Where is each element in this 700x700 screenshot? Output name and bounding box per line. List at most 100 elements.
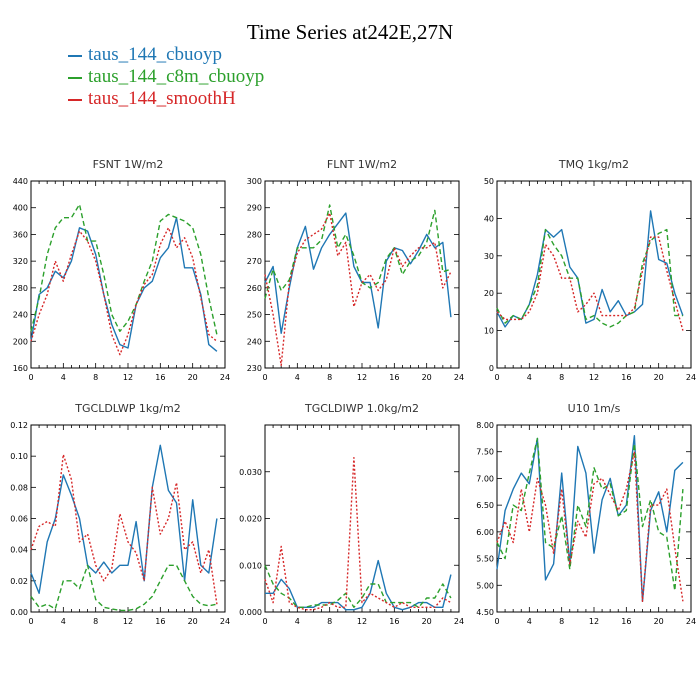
- plot-frame: [264, 424, 460, 613]
- y-tick-label: 160: [13, 364, 28, 373]
- x-tick-label: 24: [454, 373, 464, 382]
- y-tick-label: 260: [247, 284, 262, 293]
- y-tick-label: 0.12: [10, 421, 28, 430]
- series-line-taus_144_c8m_cbuoyp: [30, 564, 218, 612]
- x-tick-label: 12: [357, 373, 367, 382]
- x-tick-label: 20: [654, 373, 664, 382]
- legend-label: taus_144_c8m_cbuoyp: [88, 66, 265, 87]
- y-tick-label: 250: [247, 311, 262, 320]
- figure-title: Time Series at242E,27N: [246, 20, 454, 44]
- x-tick-label: 4: [527, 617, 532, 626]
- x-tick-label: 24: [454, 617, 464, 626]
- y-tick-label: 0.030: [239, 468, 262, 477]
- y-tick-label: 6.50: [476, 501, 494, 510]
- chart-panel-1: FLNT 1W/m2 0 4 8 12 16 20 24 230 240 250 260 270 280 2…: [247, 158, 464, 382]
- x-tick-label: 24: [686, 617, 696, 626]
- x-tick-label: 24: [686, 373, 696, 382]
- series-line-taus_144_c8m_cbuoyp: [264, 565, 452, 608]
- x-tick-label: 12: [123, 373, 133, 382]
- x-tick-label: 16: [389, 617, 399, 626]
- chart-title: U10 1m/s: [568, 402, 621, 415]
- x-tick-label: 4: [61, 373, 66, 382]
- y-tick-label: 40: [484, 214, 494, 223]
- x-tick-label: 0: [262, 617, 267, 626]
- series-line-taus_144_smoothH: [30, 453, 218, 605]
- x-tick-label: 24: [220, 373, 230, 382]
- legend-item-c8m: taus_144_c8m_cbuoyp: [68, 66, 264, 88]
- y-tick-label: 240: [13, 311, 28, 320]
- y-tick-label: 6.00: [476, 528, 494, 537]
- x-tick-label: 16: [621, 373, 631, 382]
- y-tick-label: 0.08: [10, 483, 28, 492]
- x-tick-label: 8: [559, 617, 564, 626]
- y-tick-label: 280: [247, 230, 262, 239]
- x-tick-label: 20: [422, 373, 432, 382]
- x-tick-label: 12: [589, 617, 599, 626]
- x-tick-label: 0: [28, 373, 33, 382]
- y-tick-label: 0.000: [239, 608, 262, 617]
- legend-swatch: [68, 54, 82, 57]
- y-tick-label: 8.00: [476, 421, 494, 430]
- series-line-taus_144_smoothH: [496, 236, 684, 331]
- plot-frame: [496, 180, 692, 369]
- chart-panel-0: FSNT 1W/m2 0 4 8 12 16 20 24 160 200 240 280 320 360 4…: [13, 158, 230, 382]
- x-tick-label: 4: [527, 373, 532, 382]
- plot-frame: [30, 424, 226, 613]
- y-tick-label: 440: [13, 177, 28, 186]
- series-line-taus_144_cbuoyp: [496, 210, 684, 328]
- y-tick-label: 240: [247, 337, 262, 346]
- legend-swatch: [68, 76, 82, 79]
- series-line-taus_144_cbuoyp: [265, 559, 452, 611]
- y-tick-label: 400: [13, 204, 28, 213]
- legend-item-cbuoyp: taus_144_cbuoyp: [68, 44, 264, 66]
- series-line-taus_144_c8m_cbuoyp: [496, 437, 684, 592]
- x-tick-label: 8: [559, 373, 564, 382]
- chart-title: FSNT 1W/m2: [93, 158, 164, 171]
- y-tick-label: 7.00: [476, 474, 494, 483]
- legend-label: taus_144_smoothH: [88, 88, 236, 109]
- y-tick-label: 270: [247, 257, 262, 266]
- series-line-taus_144_c8m_cbuoyp: [264, 204, 452, 299]
- y-tick-label: 10: [484, 327, 494, 336]
- chart-title: TGCLDIWP 1.0kg/m2: [304, 402, 419, 415]
- x-tick-label: 4: [61, 617, 66, 626]
- x-tick-label: 20: [188, 373, 198, 382]
- y-tick-label: 0.02: [10, 577, 28, 586]
- legend-label: taus_144_cbuoyp: [88, 44, 223, 65]
- y-tick-label: 0: [489, 364, 494, 373]
- series-line-taus_144_cbuoyp: [264, 212, 452, 334]
- x-tick-label: 0: [28, 617, 33, 626]
- series-line-taus_144_cbuoyp: [496, 435, 684, 602]
- y-tick-label: 30: [484, 252, 494, 261]
- x-tick-label: 20: [188, 617, 198, 626]
- x-tick-label: 16: [155, 373, 165, 382]
- chart-panel-3: TGCLDLWP 1kg/m2 0 4 8 12 16 20 24 0.00 0.02 0.04 0.…: [10, 402, 230, 626]
- y-tick-label: 0.010: [239, 561, 262, 570]
- x-tick-label: 12: [123, 617, 133, 626]
- y-tick-label: 200: [13, 337, 28, 346]
- y-tick-label: 50: [484, 177, 494, 186]
- y-tick-label: 0.10: [10, 452, 28, 461]
- y-tick-label: 0.00: [10, 608, 28, 617]
- x-tick-label: 20: [654, 617, 664, 626]
- series-line-taus_144_c8m_cbuoyp: [30, 203, 218, 335]
- x-tick-label: 24: [220, 617, 230, 626]
- x-tick-label: 8: [327, 617, 332, 626]
- y-tick-label: 280: [13, 284, 28, 293]
- chart-panel-5: U10 1m/s 0 4 8 12 16 20 24 4.50 5.00 5.50 6.00 6.50 7…: [476, 402, 696, 626]
- y-tick-label: 360: [13, 230, 28, 239]
- y-tick-label: 5.00: [476, 581, 494, 590]
- y-tick-label: 4.50: [476, 608, 494, 617]
- x-tick-label: 16: [389, 373, 399, 382]
- series-line-taus_144_smoothH: [264, 212, 452, 366]
- x-tick-label: 0: [494, 373, 499, 382]
- y-tick-label: 320: [13, 257, 28, 266]
- x-tick-label: 4: [295, 617, 300, 626]
- series-line-taus_144_smoothH: [496, 451, 684, 602]
- y-tick-label: 300: [247, 177, 262, 186]
- y-tick-label: 7.50: [476, 448, 494, 457]
- x-tick-label: 16: [621, 617, 631, 626]
- x-tick-label: 20: [422, 617, 432, 626]
- y-tick-label: 0.06: [10, 515, 28, 524]
